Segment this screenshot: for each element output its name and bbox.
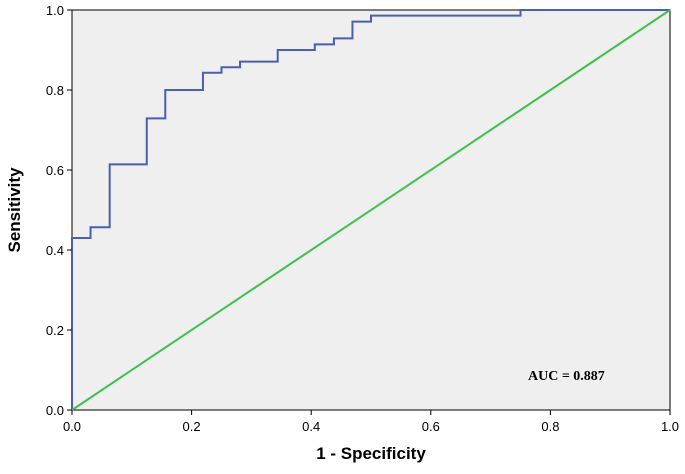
x-tick-label: 0.4 xyxy=(302,419,320,434)
x-tick-label: 0.2 xyxy=(183,419,201,434)
x-tick-label: 1.0 xyxy=(661,419,679,434)
y-tick-label: 0.6 xyxy=(46,163,64,178)
x-tick-label: 0.0 xyxy=(63,419,81,434)
auc-annotation: AUC = 0.887 xyxy=(528,369,605,384)
x-axis-label: 1 - Specificity xyxy=(316,444,426,463)
y-tick-label: 0.8 xyxy=(46,83,64,98)
roc-curve xyxy=(71,9,670,410)
y-tick-label: 1.0 xyxy=(46,3,64,18)
x-tick-label: 0.6 xyxy=(422,419,440,434)
y-tick-label: 0.0 xyxy=(46,403,64,418)
series-layer xyxy=(71,9,671,411)
y-tick-label: 0.4 xyxy=(46,243,64,258)
axis-layer: 0.0 0.2 0.4 0.6 0.8 1.0 0.0 0.2 0.4 0.6 0.8 1.0 xyxy=(46,3,679,434)
reference-diagonal-line xyxy=(71,9,671,411)
y-tick-label: 0.2 xyxy=(46,323,64,338)
y-axis-label: Sensitivity xyxy=(5,167,24,253)
x-tick-label: 0.8 xyxy=(541,419,559,434)
